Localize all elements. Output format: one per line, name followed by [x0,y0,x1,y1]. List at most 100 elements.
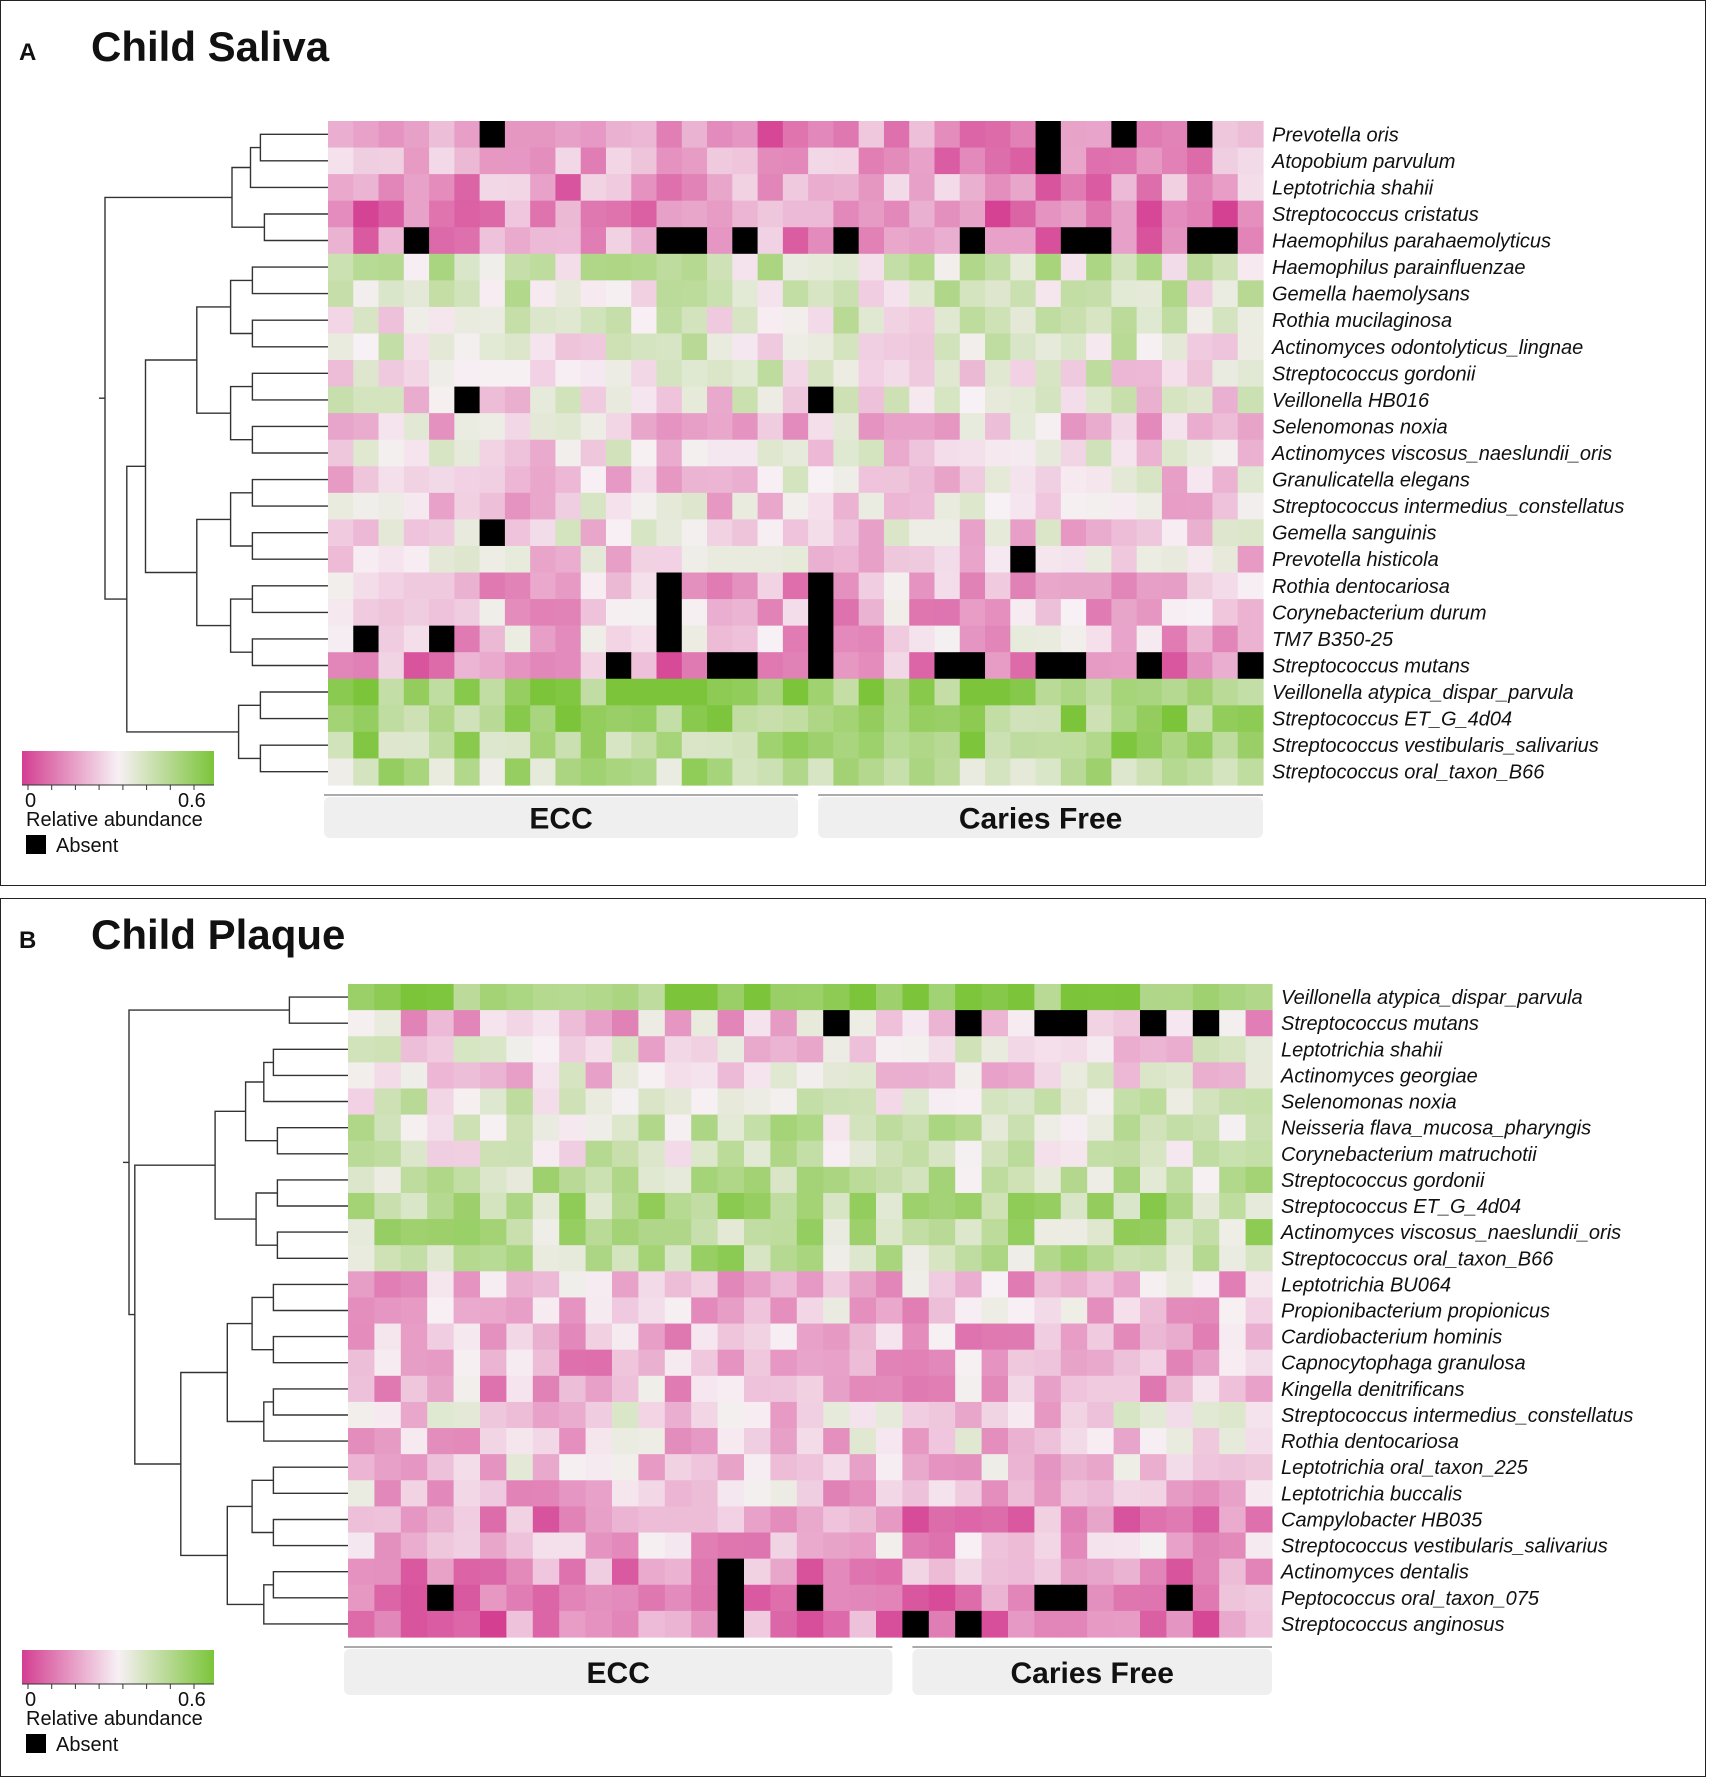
heatmap-cell [902,1480,930,1507]
heatmap-cell [1035,227,1062,255]
heatmap-cell [985,386,1011,414]
legend-absent-label: Absent [56,1734,119,1756]
row-label: Streptococcus gordonii [1272,363,1476,385]
heatmap-cell [585,1349,613,1377]
heatmap-cell [530,519,557,547]
heatmap-cell [959,333,986,361]
heatmap-cell [770,1584,798,1612]
heatmap-cell [559,984,587,1011]
heatmap-cell [1161,200,1188,228]
heatmap-cell [691,1401,719,1429]
heatmap-cell [1245,1584,1273,1612]
heatmap-cell [796,1610,824,1638]
heatmap-cell [1192,1375,1220,1403]
heatmap-cell [532,1323,560,1351]
heatmap-cell [823,1584,851,1612]
heatmap-cell [585,1114,613,1142]
heatmap-cell [909,280,936,308]
heatmap-cell [1060,1245,1088,1272]
heatmap-cell [691,1219,719,1246]
heatmap-cell [559,1401,587,1429]
heatmap-cell [796,1297,824,1325]
heatmap-cell [876,1192,903,1220]
heatmap-cell [1087,1428,1115,1455]
heatmap-cell [849,1297,877,1325]
heatmap-cell [1113,1088,1141,1116]
dendrogram-branch [251,1296,274,1351]
heatmap-cell [1008,1428,1035,1455]
heatmap-cell [876,1428,903,1455]
heatmap-cell [934,625,961,653]
heatmap-cell [955,1454,983,1481]
heatmap-cell [555,280,582,308]
heatmap-cell [612,1375,639,1403]
heatmap-cell [928,1401,956,1429]
legend-color-bar [22,1650,214,1684]
heatmap-cell [717,1088,745,1116]
heatmap-cell [757,545,784,574]
heatmap-cell [612,1558,639,1586]
heatmap-cell [823,1375,851,1403]
heatmap-cell [1086,253,1112,281]
heatmap-cell [1113,1375,1141,1403]
heatmap-cell [1136,492,1163,520]
heatmap-cell [732,200,759,228]
heatmap-cell [934,386,961,414]
heatmap-cell [928,1610,956,1638]
heatmap-cell [631,333,658,361]
heatmap-cell [1010,386,1037,414]
heatmap-cell [585,1558,613,1586]
heatmap-cell [985,360,1011,388]
heatmap-cell [585,1375,613,1403]
heatmap-cell [981,1428,1009,1455]
heatmap-cell [744,1271,771,1299]
heatmap-cell [504,731,531,760]
heatmap-cell [1219,1245,1247,1272]
heatmap-cell [454,625,481,653]
heatmap-cell [638,1532,666,1560]
heatmap-cell [328,147,354,175]
heatmap-cell [638,1610,666,1638]
heatmap-cell [479,386,506,414]
heatmap-cell [328,599,354,627]
heatmap-cell [638,984,666,1011]
heatmap-cell [849,1088,877,1116]
heatmap-cell [1086,652,1112,680]
heatmap-cell [1010,333,1037,361]
heatmap-cell [1136,333,1163,361]
heatmap-cell [353,705,380,733]
heatmap-cell [796,1088,824,1116]
absent-cell [1237,652,1264,680]
heatmap-cell [782,121,809,149]
heatmap-cell [1060,413,1087,441]
heatmap-cell [691,1192,719,1220]
heatmap-cell [1008,1506,1035,1534]
dendrogram-branch [263,1401,348,1442]
row-label: Kingella denitrificans [1281,1379,1464,1401]
heatmap-cell [934,147,961,175]
heatmap-cell [1060,200,1087,228]
heatmap-cell [876,1610,903,1638]
heatmap-cell [530,705,557,733]
heatmap-cell [732,678,759,706]
heatmap-cell [348,1010,375,1037]
heatmap-cell [1245,1428,1273,1455]
heatmap-cell [1008,1610,1035,1638]
heatmap-cell [782,599,809,627]
heatmap-cell [928,1297,956,1325]
heatmap-cell [1086,731,1112,760]
heatmap-cell [612,1036,639,1063]
row-label: Streptococcus vestibularis_salivarius [1272,735,1599,757]
heatmap-cell [631,545,658,574]
heatmap-cell [532,1036,560,1063]
heatmap-cell [1136,572,1163,600]
heatmap-cell [400,1166,428,1194]
heatmap-cell [1245,1506,1273,1534]
heatmap-cell [479,360,506,388]
absent-cell [427,1584,455,1612]
heatmap-cell [955,1323,983,1351]
heatmap-cell [378,200,405,228]
heatmap-cell [858,572,885,600]
heatmap-cell [504,545,531,574]
heatmap-cell [1086,174,1112,202]
